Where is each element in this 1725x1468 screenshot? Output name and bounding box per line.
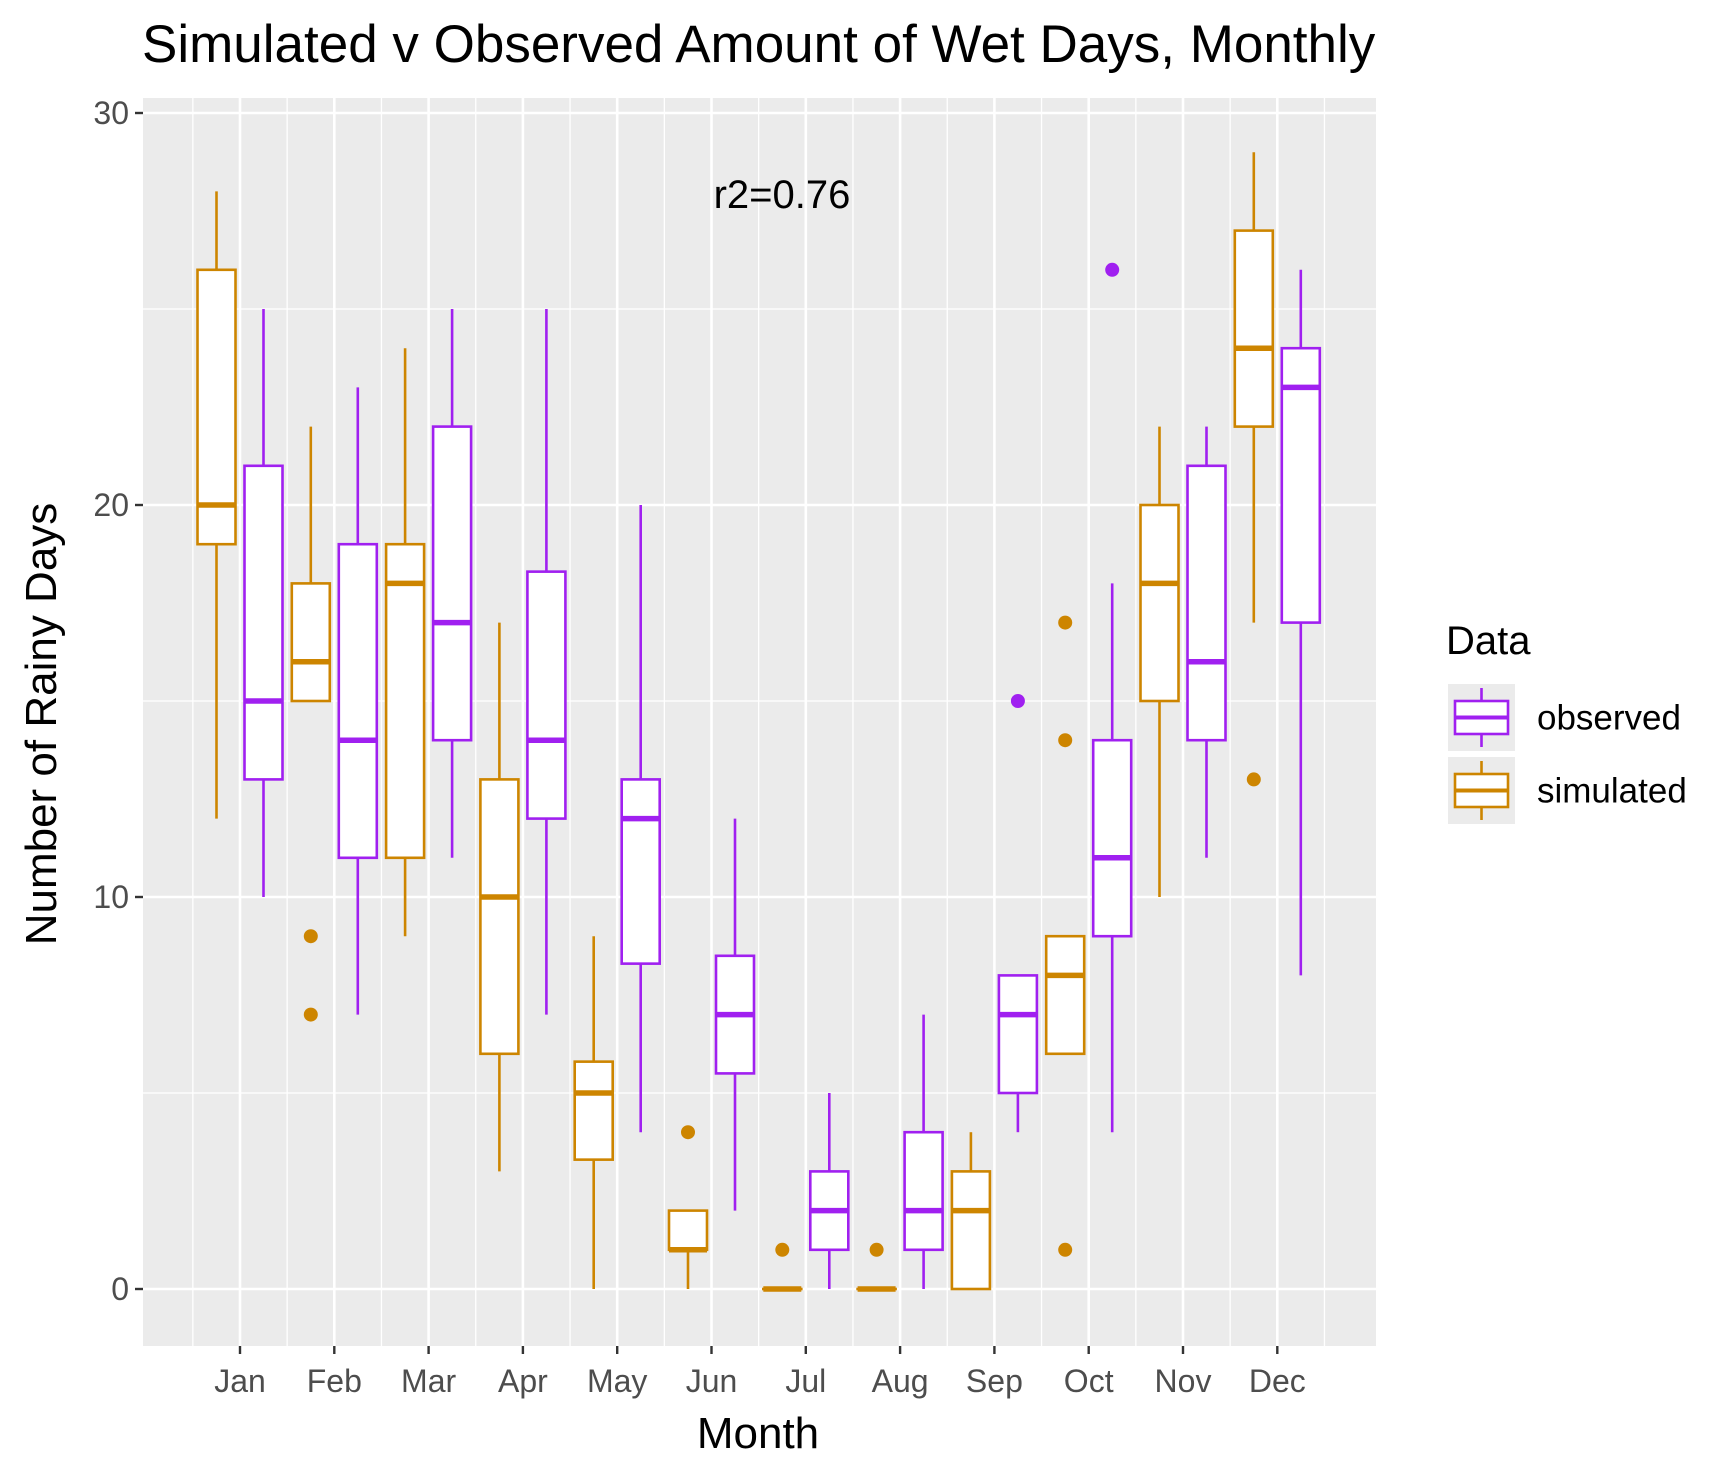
box-observed-may bbox=[620, 505, 662, 1133]
y-axis-title: Number of Rainy Days bbox=[17, 503, 66, 946]
box-observed-aug bbox=[903, 1014, 944, 1289]
box-simulated-apr bbox=[479, 622, 520, 1172]
x-tick-label-nov: Nov bbox=[1155, 1363, 1212, 1399]
box-simulated-dec bbox=[1233, 152, 1275, 787]
box-simulated-jul bbox=[761, 1242, 803, 1292]
box-iqr bbox=[667, 1209, 709, 1252]
box-simulated-jun bbox=[667, 1125, 709, 1289]
box-observed-feb bbox=[337, 387, 379, 1015]
box-simulated-feb bbox=[290, 426, 332, 1022]
box-iqr bbox=[903, 1130, 944, 1252]
box-iqr bbox=[620, 778, 662, 965]
box-iqr bbox=[337, 542, 379, 860]
box-observed-nov bbox=[1186, 426, 1227, 858]
box-observed-mar bbox=[431, 309, 473, 858]
box-simulated-nov bbox=[1139, 426, 1180, 897]
box-observed-apr bbox=[526, 309, 567, 1015]
box-iqr bbox=[196, 268, 237, 546]
box-iqr bbox=[1233, 229, 1275, 428]
box-observed-jan bbox=[243, 309, 284, 897]
box-simulated-oct bbox=[1044, 615, 1086, 1257]
legend-entry-simulated: simulated bbox=[1448, 757, 1687, 824]
outlier-point bbox=[681, 1125, 695, 1140]
outlier-point bbox=[1246, 772, 1261, 787]
x-tick-label-jan: Jan bbox=[214, 1363, 266, 1399]
box-iqr bbox=[1139, 503, 1180, 703]
box-observed-dec bbox=[1280, 269, 1322, 976]
x-axis-title: Month bbox=[697, 1409, 819, 1458]
box-iqr bbox=[526, 570, 567, 820]
box-iqr bbox=[950, 1170, 992, 1291]
box-iqr bbox=[290, 582, 332, 703]
box-iqr bbox=[1091, 738, 1133, 938]
legend-label-simulated: simulated bbox=[1537, 772, 1687, 811]
chart-title: Simulated v Observed Amount of Wet Days,… bbox=[142, 15, 1376, 74]
x-tick-label-aug: Aug bbox=[872, 1363, 929, 1399]
box-observed-oct bbox=[1091, 262, 1133, 1133]
box-iqr bbox=[997, 974, 1039, 1095]
box-iqr bbox=[479, 778, 520, 1056]
box-observed-sep bbox=[997, 694, 1039, 1133]
x-tick-label-dec: Dec bbox=[1249, 1363, 1306, 1399]
outlier-point bbox=[1105, 262, 1120, 277]
y-tick-label: 30 bbox=[93, 95, 129, 131]
r2-annotation: r2=0.76 bbox=[714, 173, 851, 217]
outlier-point bbox=[1058, 1242, 1073, 1257]
outlier-point bbox=[303, 1007, 318, 1022]
box-observed-jun bbox=[714, 818, 756, 1211]
x-tick-label-may: May bbox=[587, 1363, 647, 1399]
box-simulated-mar bbox=[384, 348, 426, 937]
outlier-point bbox=[869, 1242, 884, 1257]
box-simulated-sep bbox=[950, 1132, 992, 1291]
box-simulated-jan bbox=[196, 191, 237, 819]
box-iqr bbox=[573, 1060, 615, 1161]
legend: Data observed simulated bbox=[1446, 619, 1687, 824]
box-iqr bbox=[384, 542, 426, 860]
box-simulated-aug bbox=[856, 1242, 897, 1292]
outlier-point bbox=[775, 1242, 790, 1257]
x-tick-label-oct: Oct bbox=[1064, 1363, 1114, 1399]
x-tick-label-sep: Sep bbox=[966, 1363, 1023, 1399]
y-tick-label: 10 bbox=[93, 879, 129, 915]
y-tick-label: 0 bbox=[111, 1271, 129, 1307]
legend-label-observed: observed bbox=[1537, 699, 1681, 738]
x-tick-label-feb: Feb bbox=[307, 1363, 362, 1399]
box-iqr bbox=[1186, 464, 1227, 742]
x-tick-label-jul: Jul bbox=[785, 1363, 826, 1399]
x-tick-label-apr: Apr bbox=[498, 1363, 548, 1399]
outlier-point bbox=[1010, 694, 1025, 708]
x-tick-label-jun: Jun bbox=[686, 1363, 738, 1399]
outlier-point bbox=[303, 929, 318, 944]
outlier-point bbox=[1058, 615, 1073, 630]
x-tick-label-mar: Mar bbox=[401, 1363, 456, 1399]
outlier-point bbox=[1058, 733, 1073, 748]
box-iqr bbox=[243, 464, 284, 781]
box-observed-jul bbox=[808, 1093, 850, 1289]
legend-entry-observed: observed bbox=[1448, 684, 1681, 751]
legend-title: Data bbox=[1446, 619, 1531, 663]
box-simulated-may bbox=[573, 936, 615, 1289]
box-iqr bbox=[1280, 346, 1322, 624]
y-tick-label: 20 bbox=[93, 487, 129, 523]
box-iqr bbox=[1044, 934, 1086, 1056]
box-iqr bbox=[431, 425, 473, 742]
